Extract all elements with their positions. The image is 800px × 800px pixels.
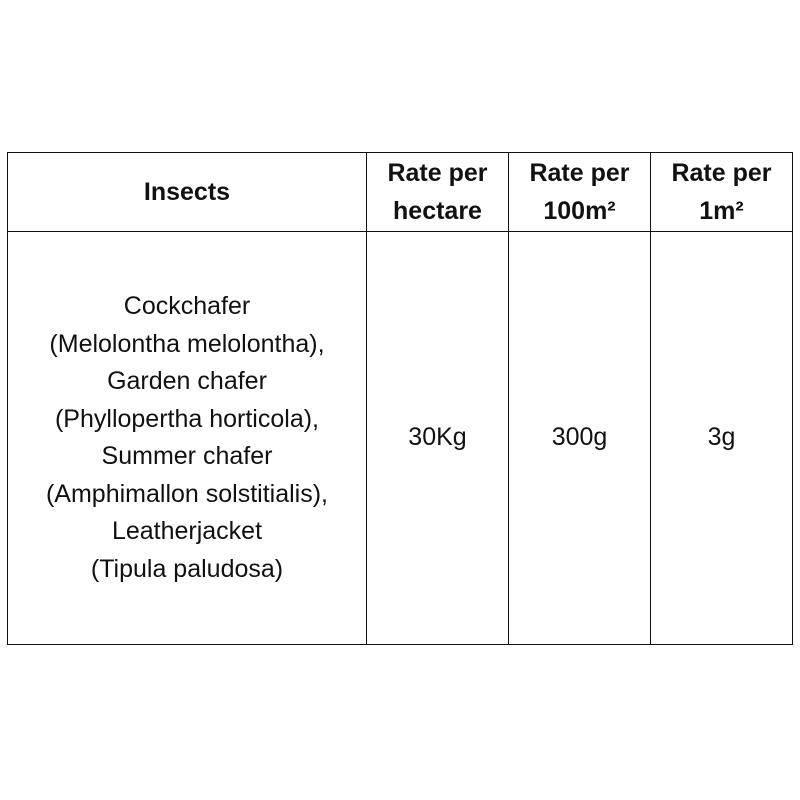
header-rate-per-100m2: Rate per 100m² xyxy=(508,152,651,232)
header-rate-per-hectare-line-1: Rate per xyxy=(387,159,488,187)
insect-line: (Phyllopertha horticola), xyxy=(54,404,319,433)
table-header: Insects Rate per hectare Rate per 100m² … xyxy=(7,152,793,232)
application-rate-table: Insects Rate per hectare Rate per 100m² … xyxy=(7,152,793,645)
rate-per-1m2-value: 3g xyxy=(707,423,736,452)
insect-line: (Melolontha melolontha), xyxy=(49,329,325,358)
header-row: Insects Rate per hectare Rate per 100m² … xyxy=(7,152,793,232)
header-rate-per-100m2-line-2: 100m² xyxy=(543,197,616,225)
insect-line: (Tipula paludosa) xyxy=(90,554,284,583)
header-insects: Insects xyxy=(7,152,367,232)
cell-rate-per-1m2: 3g xyxy=(650,231,793,645)
header-rate-per-hectare-line-2: hectare xyxy=(393,197,482,225)
insect-line: Leatherjacket xyxy=(111,517,263,545)
insect-line: Garden chafer xyxy=(107,367,267,395)
header-rate-per-1m2-line-2: 1m² xyxy=(699,197,744,225)
header-rate-per-hectare: Rate per hectare xyxy=(366,152,509,232)
rate-per-hectare-value: 30Kg xyxy=(408,423,467,452)
rate-per-100m2-value: 300g xyxy=(551,423,608,452)
header-rate-per-100m2-line-1: Rate per xyxy=(529,159,630,187)
header-rate-per-1m2: Rate per 1m² xyxy=(650,152,793,232)
cell-rate-per-100m2: 300g xyxy=(508,231,651,645)
header-rate-per-1m2-line-1: Rate per xyxy=(671,159,772,187)
table-body: Cockchafer (Melolontha melolontha), Gard… xyxy=(7,231,793,645)
table-row: Cockchafer (Melolontha melolontha), Gard… xyxy=(7,231,793,645)
insect-line: (Amphimallon solstitialis), xyxy=(45,479,329,508)
insect-line: Summer chafer xyxy=(101,442,273,470)
cell-rate-per-hectare: 30Kg xyxy=(366,231,509,645)
cell-insects: Cockchafer (Melolontha melolontha), Gard… xyxy=(7,231,367,645)
header-insects-label: Insects xyxy=(143,178,231,206)
insect-line: Cockchafer xyxy=(123,292,251,320)
